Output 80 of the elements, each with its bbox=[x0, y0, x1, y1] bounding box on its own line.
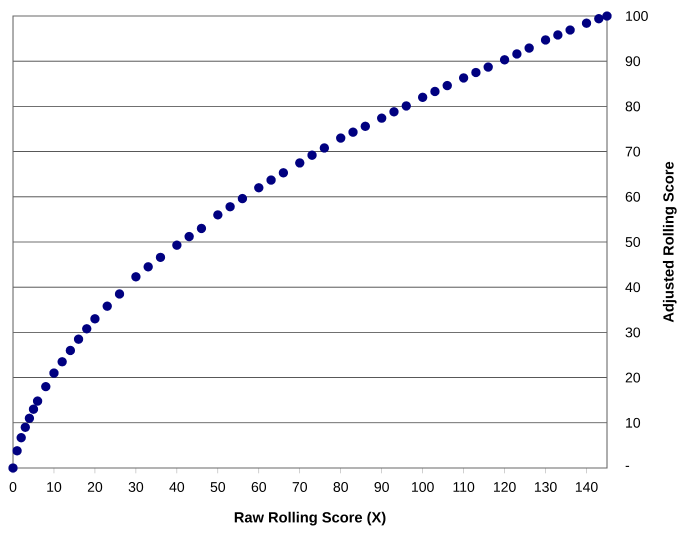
x-axis-title: Raw Rolling Score (X) bbox=[234, 512, 386, 526]
x-tick-label: 100 bbox=[412, 482, 434, 492]
point bbox=[418, 92, 428, 102]
point bbox=[565, 25, 575, 35]
point bbox=[266, 175, 276, 185]
point bbox=[49, 368, 59, 378]
x-tick-label: 30 bbox=[128, 482, 144, 492]
x-tick-label: 80 bbox=[334, 482, 348, 492]
y-tick-label: - bbox=[626, 466, 630, 467]
y-tick-label: 100 bbox=[626, 11, 648, 21]
point bbox=[402, 101, 411, 111]
x-tick-label: 20 bbox=[88, 482, 102, 492]
point bbox=[377, 113, 386, 123]
y-tick-label: 30 bbox=[626, 327, 640, 338]
point bbox=[172, 240, 182, 250]
point bbox=[553, 30, 563, 40]
y-tick-label: 50 bbox=[626, 237, 640, 247]
point bbox=[102, 302, 112, 311]
point bbox=[524, 43, 534, 53]
point bbox=[8, 463, 18, 473]
point bbox=[28, 404, 38, 414]
point bbox=[254, 183, 264, 192]
point bbox=[348, 127, 358, 137]
point bbox=[225, 202, 235, 212]
point bbox=[12, 446, 22, 456]
y-axis-title: Adjusted Rolling Score bbox=[662, 162, 677, 322]
point bbox=[114, 289, 124, 299]
point bbox=[131, 272, 141, 282]
x-tick-label: 0 bbox=[10, 482, 16, 492]
y-tick-label: 10 bbox=[626, 418, 640, 428]
point bbox=[360, 122, 370, 131]
point bbox=[500, 55, 510, 65]
point bbox=[57, 357, 67, 366]
point bbox=[20, 422, 30, 432]
point bbox=[196, 224, 206, 234]
point bbox=[471, 68, 481, 78]
point bbox=[41, 382, 50, 392]
x-tick-label: 110 bbox=[454, 482, 474, 492]
x-tick-label: 60 bbox=[252, 482, 266, 492]
point bbox=[389, 107, 399, 116]
point bbox=[16, 433, 26, 442]
y-tick-label: 70 bbox=[626, 146, 640, 157]
point bbox=[430, 86, 440, 96]
point bbox=[484, 62, 493, 72]
point bbox=[144, 262, 153, 272]
point bbox=[594, 14, 604, 24]
point bbox=[90, 314, 100, 324]
point bbox=[295, 158, 304, 168]
point bbox=[602, 11, 612, 21]
point bbox=[458, 73, 468, 83]
y-tick-label: 80 bbox=[626, 101, 640, 112]
point bbox=[307, 150, 317, 160]
point bbox=[66, 346, 76, 356]
point bbox=[442, 80, 452, 90]
point bbox=[336, 133, 346, 143]
x-tick-label: 90 bbox=[374, 482, 389, 492]
x-tick-label: 50 bbox=[210, 482, 226, 492]
x-tick-label: 70 bbox=[292, 482, 307, 492]
point bbox=[540, 35, 550, 45]
point bbox=[74, 334, 84, 344]
point bbox=[156, 252, 166, 262]
point bbox=[512, 49, 522, 59]
x-tick-label: 10 bbox=[47, 482, 62, 492]
point bbox=[213, 210, 223, 220]
point bbox=[82, 324, 92, 334]
x-tick-label: 40 bbox=[169, 482, 184, 492]
point bbox=[582, 18, 592, 28]
point bbox=[32, 396, 42, 406]
point bbox=[320, 143, 330, 153]
x-tick-label: 140 bbox=[576, 482, 598, 492]
point bbox=[238, 194, 248, 204]
point bbox=[24, 414, 34, 423]
x-tick-label: 130 bbox=[534, 482, 557, 492]
y-tick-label: 40 bbox=[625, 282, 640, 292]
point bbox=[278, 168, 288, 178]
y-tick-label: 20 bbox=[626, 372, 640, 383]
point bbox=[184, 232, 194, 242]
y-tick-label: 60 bbox=[626, 192, 640, 202]
y-tick-label: 90 bbox=[626, 56, 640, 66]
x-tick-label: 120 bbox=[494, 482, 516, 492]
